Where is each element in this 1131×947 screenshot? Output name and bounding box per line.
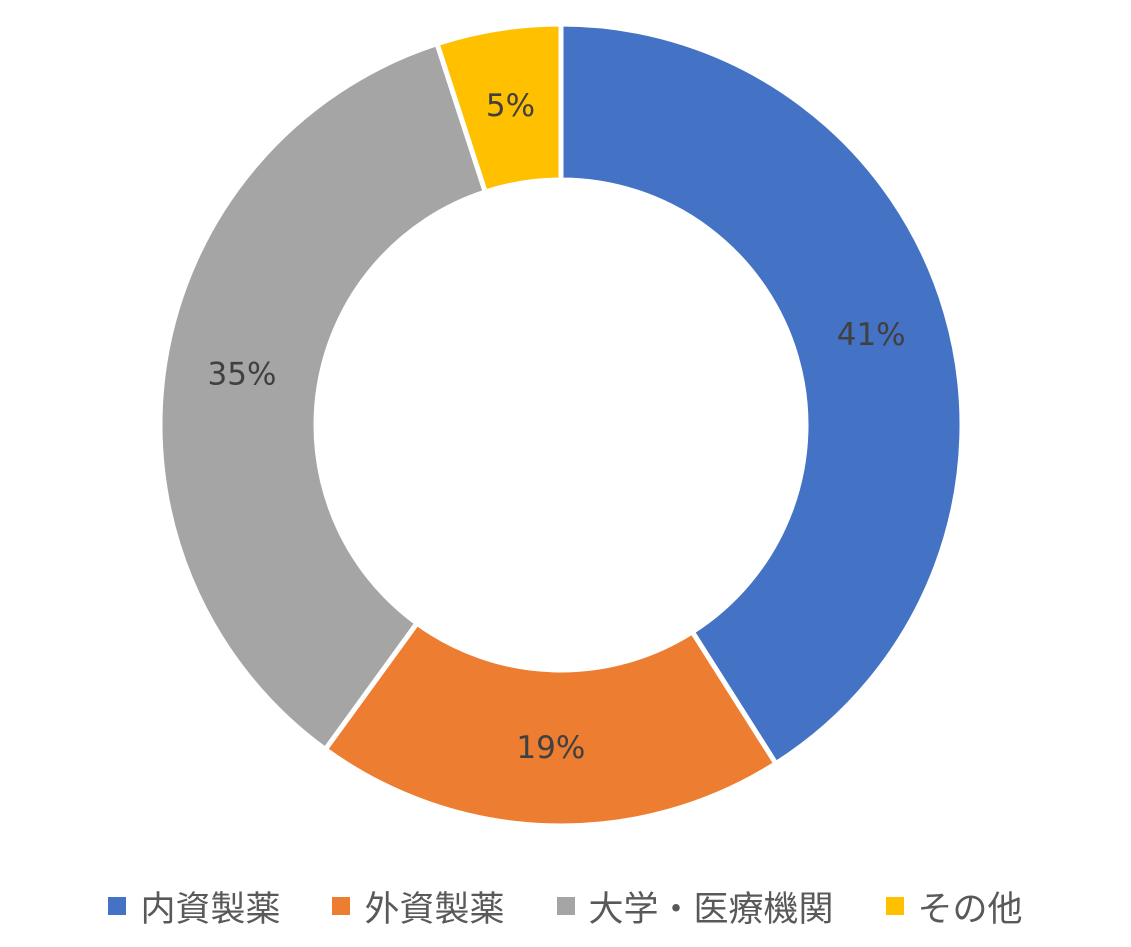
data-label-3: 35% (208, 356, 277, 392)
legend-swatch (332, 897, 351, 915)
legend-item-2: 外資製薬 (332, 881, 505, 932)
slice-3 (157, 40, 489, 753)
legend-swatch (556, 897, 575, 915)
slice-1 (558, 21, 965, 768)
legend-swatch (885, 897, 904, 915)
data-label-4: 5% (486, 88, 535, 124)
chart-slices (157, 21, 965, 829)
legend-label: 外資製薬 (364, 889, 505, 930)
legend-swatch (108, 897, 127, 915)
legend-item-1: 内資製薬 (108, 881, 280, 932)
data-label-1: 41% (837, 317, 906, 353)
slice-2 (321, 619, 780, 829)
chart-data-labels: 41% 19% 35% 5% (208, 88, 906, 766)
slice-4 (433, 21, 564, 196)
legend-item-4: その他 (885, 881, 1023, 932)
legend-label: 大学・医療機関 (588, 889, 834, 930)
data-label-2: 19% (516, 730, 585, 766)
donut-chart: 41% 19% 35% 5% (157, 21, 965, 829)
legend-label: 内資製薬 (140, 889, 281, 930)
chart-legend: 内資製薬 外資製薬 大学・医療機関 その他 (0, 878, 1131, 934)
legend-label: その他 (917, 889, 1023, 930)
legend-item-3: 大学・医療機関 (556, 881, 834, 932)
